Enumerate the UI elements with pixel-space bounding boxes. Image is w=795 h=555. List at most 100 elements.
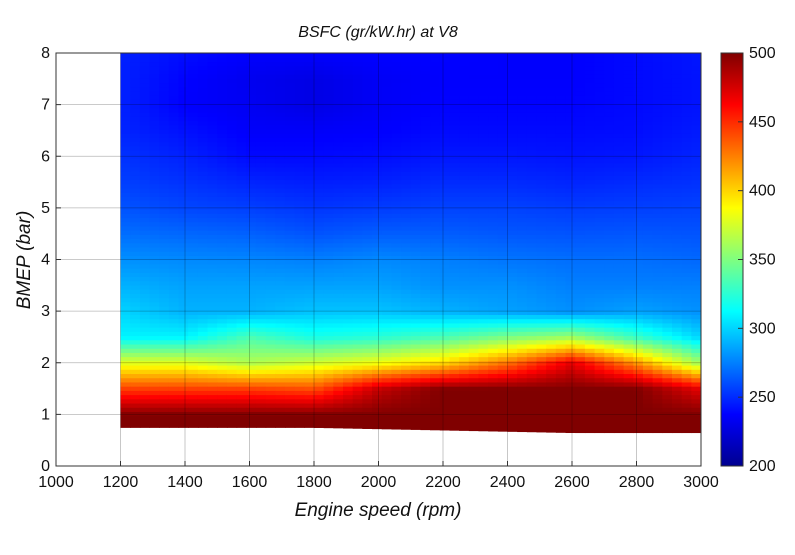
heatmap-cell [304,305,315,311]
heatmap-cell [139,398,151,404]
heatmap-cell [343,322,354,328]
heatmap-cell [226,69,238,75]
heatmap-cell [546,331,557,337]
heatmap-cell [265,196,276,202]
heatmap-cell [604,192,615,197]
heatmap-cell [555,390,567,396]
heatmap-cell [546,175,557,181]
heatmap-cell [488,175,499,181]
heatmap-cell [178,179,189,185]
heatmap-cell [391,217,402,223]
heatmap-cell [555,402,567,408]
heatmap-cell [168,305,180,311]
heatmap-cell [546,242,557,248]
heatmap-cell [410,99,422,105]
heatmap-cell [546,179,557,185]
heatmap-cell [546,192,557,197]
heatmap-cell [497,99,509,105]
heatmap-cell [304,398,315,404]
heatmap-cell [594,335,605,341]
heatmap-cell [333,394,344,400]
heatmap-cell [430,335,441,341]
heatmap-cell [130,310,141,315]
heatmap-cell [430,171,441,176]
heatmap-cell [526,149,538,155]
heatmap-cell [130,297,141,303]
heatmap-cell [420,373,431,379]
heatmap-cell [265,280,276,286]
heatmap-cell [468,61,480,67]
heatmap-cell [255,242,267,248]
heatmap-cell [633,69,644,75]
heatmap-cell [149,204,160,210]
heatmap-cell [294,360,305,366]
heatmap-cell [546,107,557,113]
heatmap-cell [120,352,131,358]
heatmap-cell [507,310,518,315]
heatmap-cell [304,183,315,189]
heatmap-cell [323,112,334,117]
heatmap-cell [555,318,567,324]
heatmap-cell [623,234,634,240]
heatmap-cell [536,322,547,328]
heatmap-cell [226,53,238,58]
heatmap-cell [217,360,228,366]
heatmap-cell [333,74,344,79]
heatmap-cell [207,133,218,138]
heatmap-cell [536,158,547,164]
heatmap-cell [594,301,605,307]
heatmap-cell [333,343,344,349]
heatmap-cell [652,276,663,282]
heatmap-cell [623,57,634,63]
heatmap-cell [652,293,663,299]
heatmap-cell [381,314,393,320]
heatmap-cell [168,407,180,412]
heatmap-cell [226,297,238,303]
heatmap-cell [652,339,663,345]
heatmap-cell [439,238,451,244]
heatmap-cell [168,234,180,240]
heatmap-cell [217,183,228,189]
heatmap-cell [217,137,228,143]
heatmap-cell [594,276,605,282]
heatmap-cell [565,284,576,290]
heatmap-cell [314,390,325,396]
heatmap-cell [410,394,422,400]
heatmap-cell [304,289,315,294]
heatmap-cell [652,411,663,417]
heatmap-cell [139,255,151,261]
heatmap-cell [555,394,567,400]
heatmap-cell [410,57,422,63]
heatmap-cell [149,137,160,143]
heatmap-cell [430,230,441,235]
heatmap-cell [526,107,538,113]
heatmap-cell [188,259,199,265]
heatmap-cell [168,284,180,290]
heatmap-cell [275,149,286,155]
heatmap-cell [236,297,247,303]
heatmap-cell [391,124,402,130]
heatmap-cell [246,230,257,235]
heatmap-cell [352,69,363,75]
heatmap-cell [343,230,354,235]
heatmap-cell [652,377,663,383]
heatmap-cell [594,78,605,84]
heatmap-cell [449,154,460,159]
heatmap-cell [130,360,141,366]
heatmap-cell [633,107,644,113]
heatmap-cell [575,356,586,362]
heatmap-cell [178,90,189,96]
heatmap-cell [497,318,509,324]
heatmap-cell [294,251,305,256]
plot-area: 1000 1200 1400 1600 1800 2000 2200 2400 2600 2800… [38,45,719,491]
heatmap-cell [139,356,151,362]
heatmap-cell [604,335,615,341]
heatmap-cell [314,263,325,269]
heatmap-cell [642,187,654,193]
heatmap-cell [284,310,296,315]
heatmap-cell [439,95,451,100]
heatmap-cell [449,289,460,294]
heatmap-cell [217,166,228,172]
heatmap-cell [275,268,286,273]
heatmap-cell [526,116,538,122]
